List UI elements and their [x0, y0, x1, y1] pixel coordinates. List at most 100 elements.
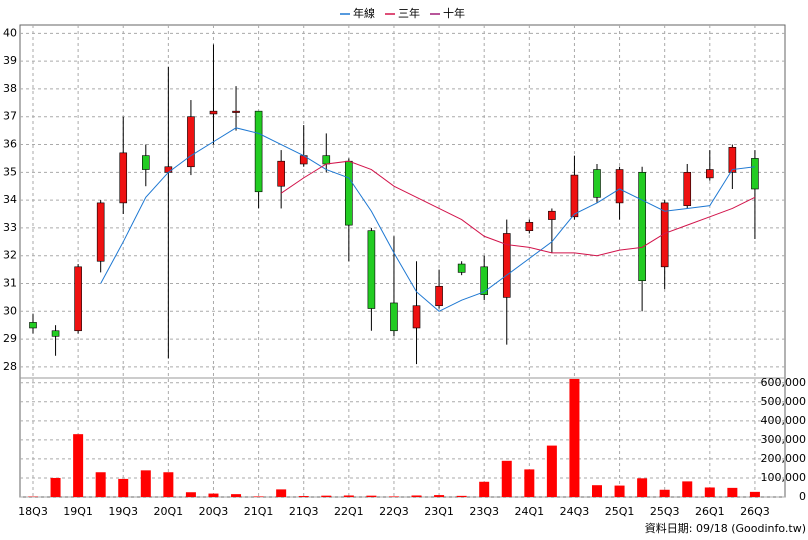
- y-tick-label: 29: [3, 332, 17, 345]
- y-tick-label: 30: [3, 304, 17, 317]
- y2-tick-label: 300,000: [761, 433, 807, 446]
- y2-tick-label: 200,000: [761, 452, 807, 465]
- y-tick-label: 36: [3, 138, 17, 151]
- y-tick-label: 38: [3, 82, 17, 95]
- candle-body: [187, 116, 195, 168]
- y-tick-label: 33: [3, 221, 17, 234]
- x-tick-label: 22Q1: [334, 505, 364, 518]
- volume-bar: [140, 470, 151, 497]
- y-tick-label: 31: [3, 276, 17, 289]
- volume-bar: [749, 491, 760, 497]
- volume-bar: [185, 492, 196, 497]
- volume-bar: [208, 493, 219, 497]
- x-tick-label: 26Q3: [740, 505, 770, 518]
- x-tick-label: 23Q3: [469, 505, 499, 518]
- y-tick-label: 32: [3, 249, 17, 262]
- y2-tick-label: 0: [799, 490, 806, 503]
- candle-body: [412, 305, 421, 329]
- volume-bar: [704, 487, 715, 497]
- candle-body: [209, 110, 218, 115]
- legend-label: 三年: [398, 6, 420, 20]
- volume-bar: [637, 478, 648, 497]
- volume-bar: [524, 469, 535, 497]
- candle-body: [705, 169, 714, 179]
- x-tick-label: 21Q3: [289, 505, 319, 518]
- candle-body: [728, 146, 737, 173]
- volume-bar: [456, 495, 467, 497]
- candle-body: [570, 174, 579, 218]
- y-tick-label: 35: [3, 165, 17, 178]
- x-tick-label: 24Q3: [560, 505, 590, 518]
- y-tick-label: 40: [3, 26, 17, 39]
- candle-body: [119, 152, 128, 204]
- candle-body: [638, 172, 646, 282]
- candle-body: [525, 222, 534, 231]
- volume-bar: [118, 478, 129, 497]
- candle-body: [345, 160, 353, 226]
- legend-label: 十年: [443, 6, 465, 20]
- volume-bar: [501, 460, 512, 497]
- volume-bar: [411, 495, 422, 497]
- ma-line: [280, 160, 756, 257]
- volume-bar: [95, 472, 106, 497]
- volume-bar: [569, 378, 580, 497]
- candle-body: [548, 210, 556, 220]
- candle-body: [164, 166, 173, 173]
- x-tick-label: 25Q3: [650, 505, 680, 518]
- x-tick-label: 23Q1: [424, 505, 454, 518]
- ma-line: [100, 127, 755, 312]
- candle-body: [51, 330, 60, 337]
- candle-body: [502, 233, 511, 298]
- candle-body: [751, 158, 759, 190]
- candle-body: [435, 285, 443, 307]
- candle-body: [480, 266, 489, 295]
- y-tick-label: 34: [3, 193, 17, 206]
- volume-bar: [479, 481, 490, 497]
- x-tick-label: 18Q3: [18, 505, 48, 518]
- x-tick-label: 21Q1: [244, 505, 274, 518]
- volume-bar: [592, 485, 602, 497]
- footer: 資料日期: 09/18 (Goodinfo.tw): [645, 521, 806, 535]
- candle-body: [322, 155, 331, 165]
- x-tick-label: 24Q1: [514, 505, 544, 518]
- volume-bar: [50, 477, 61, 497]
- x-tick-label: 26Q1: [695, 505, 725, 518]
- volume-bar: [253, 496, 264, 497]
- y2-tick-label: 600,000: [761, 376, 807, 389]
- volume-bar: [163, 472, 174, 497]
- candle-body: [96, 202, 105, 262]
- y2-tick-label: 400,000: [761, 414, 807, 427]
- x-tick-label: 25Q1: [605, 505, 635, 518]
- candle-body: [74, 266, 82, 332]
- y-tick-label: 37: [3, 110, 17, 123]
- y2-tick-label: 100,000: [761, 471, 807, 484]
- volume-bar: [321, 495, 332, 497]
- candle-body: [367, 230, 376, 309]
- volume-bar: [614, 485, 625, 497]
- y-tick-label: 28: [3, 360, 17, 373]
- plot-frame: [19, 24, 786, 498]
- candle-body: [254, 110, 263, 193]
- x-tick-label: 19Q1: [63, 505, 93, 518]
- x-tick-label: 19Q3: [108, 505, 138, 518]
- volume-bar: [727, 487, 738, 497]
- candle-body: [615, 169, 624, 204]
- candle-body: [142, 155, 150, 170]
- y-tick-label: 39: [3, 54, 17, 67]
- volume-bar: [73, 434, 84, 497]
- candle-body: [593, 169, 601, 198]
- x-tick-label: 22Q3: [379, 505, 409, 518]
- volume-bar: [298, 496, 309, 497]
- x-tick-label: 20Q3: [199, 505, 229, 518]
- volume-bar: [343, 495, 354, 497]
- volume-bar: [366, 495, 377, 497]
- candle-body: [457, 263, 466, 273]
- volume-bar: [546, 445, 557, 497]
- volume-bar: [276, 489, 287, 497]
- volume-bar: [231, 494, 242, 497]
- x-tick-label: 20Q1: [154, 505, 184, 518]
- volume-bar: [388, 496, 399, 497]
- candle-body: [232, 110, 240, 113]
- volume-bar: [659, 489, 670, 497]
